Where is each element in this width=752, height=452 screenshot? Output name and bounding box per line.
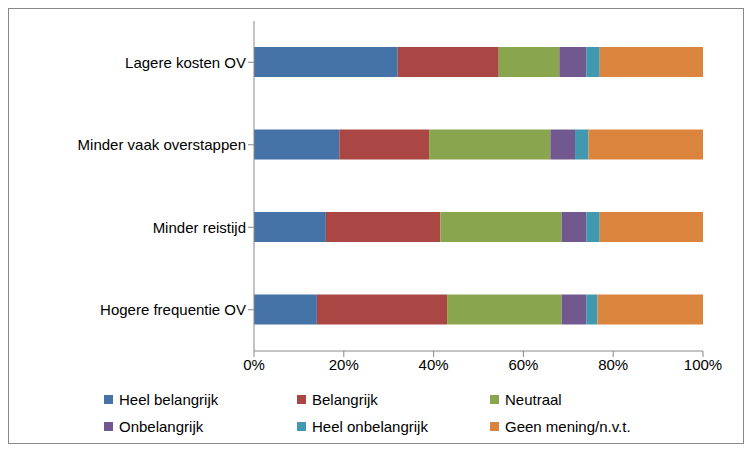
svg-text:20%: 20% (329, 356, 359, 373)
svg-text:Lagere kosten OV: Lagere kosten OV (125, 54, 246, 71)
svg-text:80%: 80% (598, 356, 628, 373)
html-text:Belangrijk: Belangrijk (312, 391, 378, 408)
html-text:Geen mening/n.v.t.: Geen mening/n.v.t. (505, 418, 631, 435)
html-text:Heel belangrijk: Heel belangrijk (119, 391, 219, 408)
svg-text:0%: 0% (243, 356, 265, 373)
svg-text:100%: 100% (684, 356, 722, 373)
html-text:Neutraal: Neutraal (505, 391, 562, 408)
svg-text:Minder vaak overstappen: Minder vaak overstappen (78, 136, 246, 153)
svg-text:40%: 40% (419, 356, 449, 373)
svg-text:Minder reistijd: Minder reistijd (153, 219, 246, 236)
html-text:Onbelangrijk: Onbelangrijk (119, 418, 204, 435)
html-text:Heel onbelangrijk: Heel onbelangrijk (312, 418, 428, 435)
svg-text:Hogere frequentie OV: Hogere frequentie OV (100, 301, 246, 318)
svg-text:60%: 60% (508, 356, 538, 373)
